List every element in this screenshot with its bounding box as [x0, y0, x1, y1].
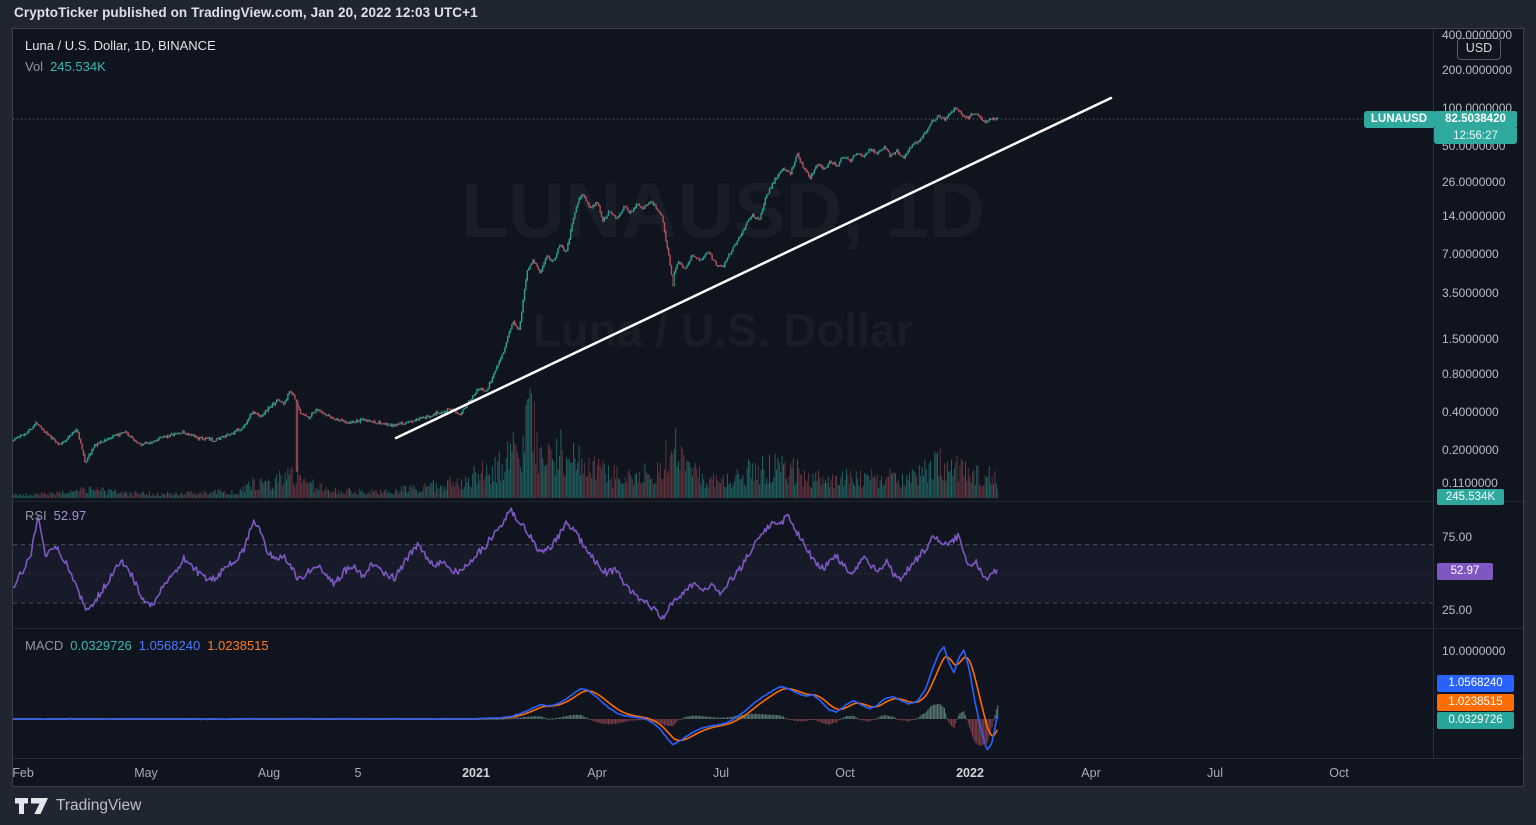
volume-legend-label: Vol: [25, 59, 44, 74]
time-axis-label: Jul: [713, 766, 729, 780]
time-axis-label: 2021: [462, 766, 490, 780]
price-tick-label: 0.8000000: [1442, 366, 1499, 381]
price-tick-label: 0.1100000: [1442, 476, 1498, 491]
price-tick-label: 26.0000000: [1442, 175, 1506, 190]
bar-countdown-badge: 12:56:27: [1434, 128, 1517, 144]
price-tick-label: 14.0000000: [1442, 209, 1506, 224]
time-axis-label: 5: [354, 766, 362, 780]
last-price-symbol-badge: LUNAUSD: [1364, 111, 1434, 128]
time-axis-label: Apr: [587, 766, 607, 780]
attribution-text: CryptoTicker published on TradingView.co…: [14, 5, 478, 20]
volume-legend-value: 245.534K: [50, 59, 106, 74]
time-scale[interactable]: Feb May Aug 5 2021 Apr Jul Oct 2022 Apr Jul Oct: [12, 758, 1525, 787]
rsi-legend-label: RSI: [25, 508, 47, 523]
volume-value-badge: 245.534K: [1437, 489, 1504, 505]
time-axis-label: Oct: [835, 766, 855, 780]
macd-legend-signal-value: 1.0238515: [207, 638, 269, 653]
rsi-tick-label: 75.00: [1442, 529, 1473, 544]
macd-legend-macd-value: 1.0568240: [138, 638, 201, 653]
macd-hist-value-badge: 0.0329726: [1437, 712, 1514, 729]
time-axis-label: Jul: [1207, 766, 1223, 780]
macd-legend-label: MACD: [25, 638, 64, 653]
price-tick-label: 0.2000000: [1442, 443, 1499, 458]
rsi-tick-label: 25.00: [1442, 602, 1473, 617]
price-tick-label: 400.0000000: [1442, 28, 1513, 42]
publish-footer: TradingView: [0, 787, 1536, 825]
time-axis-label: 2022: [956, 766, 984, 780]
time-axis-label: Oct: [1329, 766, 1349, 780]
price-tick-label: 1.5000000: [1442, 332, 1499, 347]
price-tick-label: 3.5000000: [1442, 285, 1499, 300]
last-price-badge: 82.5038420: [1434, 111, 1517, 128]
time-axis-label: Aug: [257, 766, 281, 780]
price-chart-canvas[interactable]: [13, 29, 1525, 788]
time-axis-label: May: [134, 766, 158, 780]
tradingview-brand-text[interactable]: TradingView: [56, 797, 142, 814]
chart-snapshot[interactable]: LUNAUSD, 1D Luna / U.S. Dollar Luna / U.…: [12, 28, 1525, 788]
symbol-legend: Luna / U.S. Dollar, 1D, BINANCE: [25, 38, 216, 53]
tradingview-logo-icon[interactable]: [14, 796, 50, 816]
macd-tick-label: 10.0000000: [1442, 644, 1506, 658]
price-tick-label: 200.0000000: [1442, 62, 1513, 77]
macd-signal-value-badge: 1.0238515: [1437, 694, 1514, 711]
price-tick-label: 7.0000000: [1442, 247, 1499, 262]
rsi-value-badge: 52.97: [1437, 563, 1493, 580]
macd-legend-hist-value: 0.0329726: [70, 638, 132, 653]
time-axis-label: Apr: [1081, 766, 1101, 780]
rsi-legend-value: 52.97: [53, 508, 87, 523]
macd-line-value-badge: 1.0568240: [1437, 675, 1514, 692]
currency-badge: USD: [1457, 38, 1501, 60]
macd-legend: MACD 0.0329726 1.0568240 1.0238515: [25, 638, 276, 653]
price-tick-label: 0.4000000: [1442, 404, 1499, 419]
publish-header: CryptoTicker published on TradingView.co…: [0, 0, 1536, 28]
volume-legend: Vol 245.534K: [25, 59, 113, 74]
time-axis-label: Feb: [12, 766, 34, 780]
rsi-legend: RSI 52.97: [25, 508, 93, 523]
